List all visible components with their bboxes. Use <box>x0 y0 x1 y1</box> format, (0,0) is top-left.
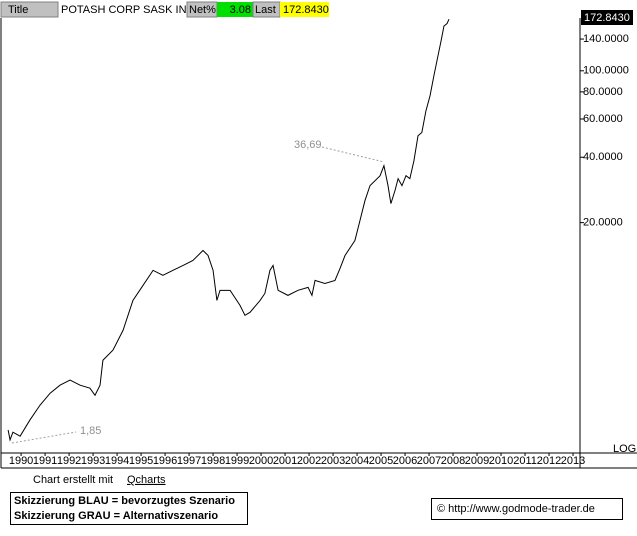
x-tick-label: 2011 <box>513 455 537 467</box>
title-label: Title <box>8 4 28 16</box>
x-tick-label: 2007 <box>417 455 441 467</box>
credit-link[interactable]: Qcharts <box>127 474 166 486</box>
net-value-box <box>217 2 253 17</box>
x-tick-label: 2005 <box>369 455 393 467</box>
x-tick-label: 2002 <box>297 455 321 467</box>
price-line <box>7 18 450 442</box>
last-price-box <box>581 10 633 25</box>
last-price-label: 172.8430 <box>584 12 630 24</box>
x-tick-label: 2012 <box>537 455 561 467</box>
y-tick-label: 100.0000 <box>583 65 629 77</box>
x-tick-label: 1995 <box>129 455 153 467</box>
x-tick-label: 1997 <box>177 455 201 467</box>
website-box <box>431 498 623 520</box>
legend-gray: Skizzierung GRAU = Alternativszenario <box>14 510 218 522</box>
credit-prefix: Chart erstellt mit <box>33 474 113 486</box>
y-tick-label: 60.0000 <box>583 113 623 125</box>
annotation-line <box>321 146 385 163</box>
x-tick-label: 2006 <box>393 455 417 467</box>
title-box <box>0 1 59 18</box>
x-tick-label: 2000 <box>249 455 273 467</box>
x-tick-label: 1999 <box>225 455 249 467</box>
scale-label: LOG <box>613 443 636 455</box>
x-tick-label: 1990 <box>9 455 33 467</box>
x-tick-label: 2009 <box>465 455 489 467</box>
x-tick-label: 2004 <box>345 455 369 467</box>
x-tick-label: 1992 <box>57 455 81 467</box>
x-tick-label: 1994 <box>105 455 129 467</box>
x-tick-label: 1993 <box>81 455 105 467</box>
website[interactable]: © http://www.godmode-trader.de <box>437 503 595 515</box>
last-value: 172.8430 <box>283 4 329 16</box>
last-label: Last <box>255 4 276 16</box>
net-label: Net% <box>189 4 216 16</box>
annotation: 36,69 <box>294 139 322 151</box>
y-tick-label: 20.0000 <box>583 217 623 229</box>
y-tick-label: 80.0000 <box>583 86 623 98</box>
annotation-line <box>11 431 77 444</box>
x-tick-label: 2013 <box>561 455 585 467</box>
x-tick-label: 2008 <box>441 455 465 467</box>
annotation: 1,85 <box>80 425 101 437</box>
y-tick-label: 40.0000 <box>583 151 623 163</box>
legend-blue: Skizzierung BLAU = bevorzugtes Szenario <box>14 495 235 507</box>
x-tick-label: 1996 <box>153 455 177 467</box>
y-tick-label: 140.0000 <box>583 33 629 45</box>
legend-box <box>10 492 248 525</box>
symbol: POTASH CORP SASK INC <box>61 4 195 16</box>
x-tick-label: 2010 <box>489 455 513 467</box>
x-tick-label: 2001 <box>273 455 297 467</box>
last-value-box <box>280 2 329 17</box>
net-value: 3.08 <box>230 4 251 16</box>
x-tick-label: 1998 <box>201 455 225 467</box>
x-tick-label: 1991 <box>33 455 57 467</box>
x-tick-label: 2003 <box>321 455 345 467</box>
